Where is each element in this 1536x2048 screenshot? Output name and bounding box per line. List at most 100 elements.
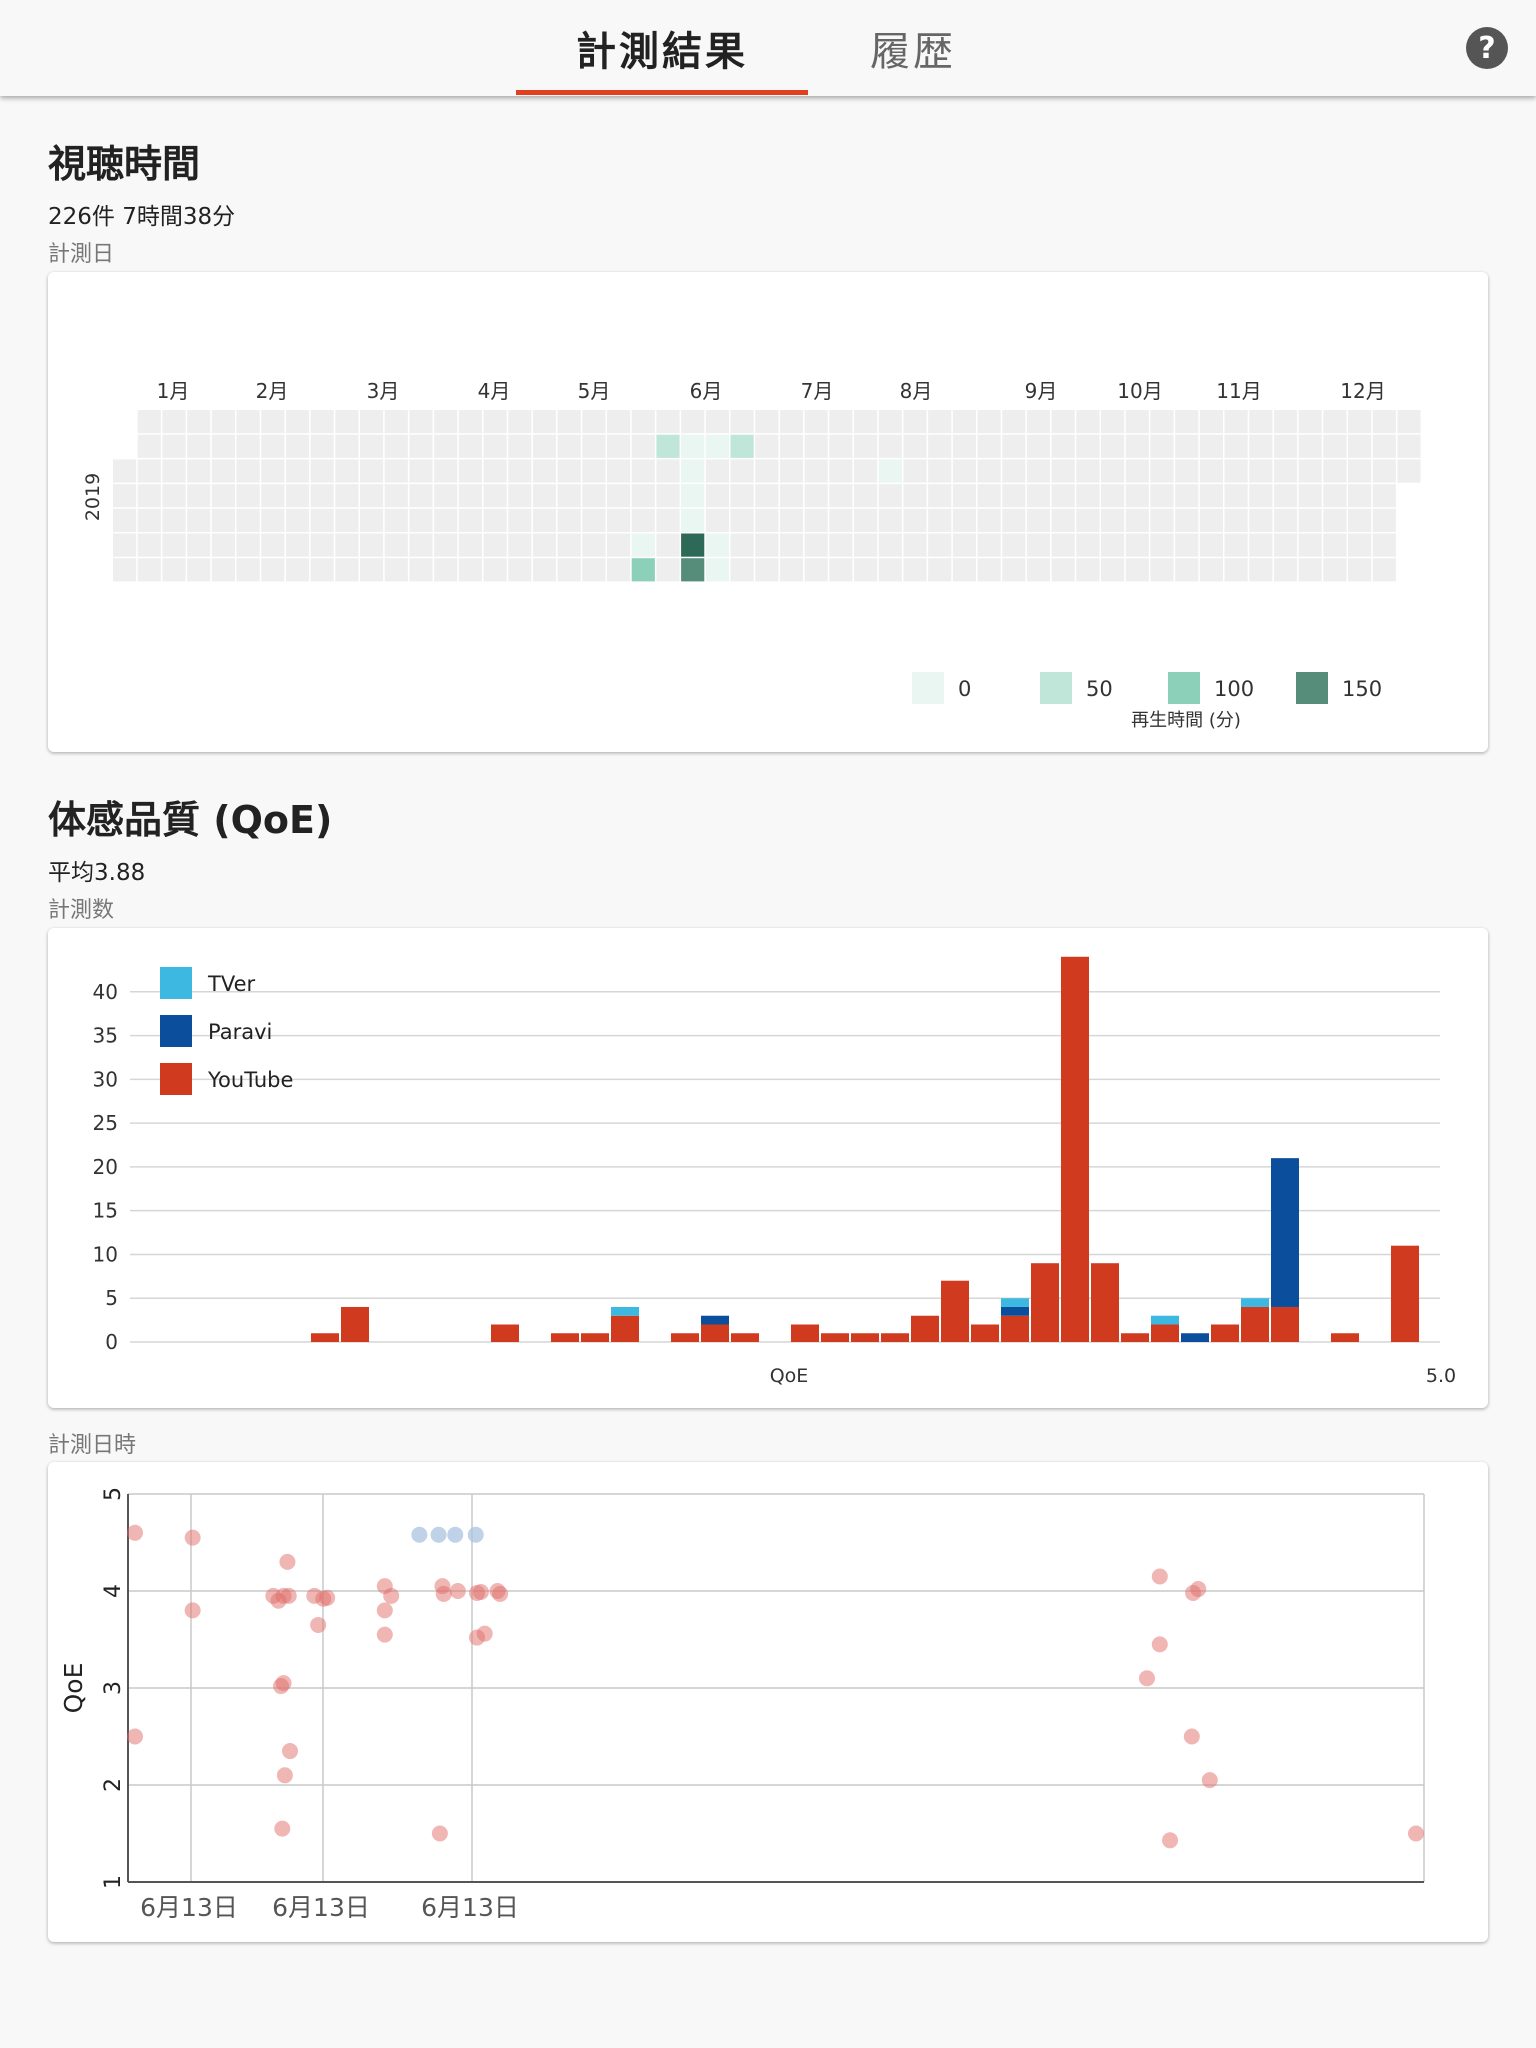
heatmap-day-cell — [631, 484, 655, 508]
heatmap-day-cell — [1224, 558, 1248, 582]
scatter-point — [376, 1602, 393, 1619]
heatmap-day-cell — [903, 484, 927, 508]
heatmap-day-cell — [483, 410, 507, 434]
heatmap-day-cell — [928, 410, 952, 434]
heatmap-day-cell — [977, 459, 1001, 483]
heatmap-day-cell — [804, 459, 828, 483]
heatmap-day-cell — [1150, 508, 1174, 532]
heatmap-day-cell — [928, 558, 952, 582]
heatmap-day-cell — [360, 484, 384, 508]
heatmap-day-cell — [1323, 434, 1347, 458]
heatmap-day-cell — [261, 410, 285, 434]
scatter-y-tick-label: 4 — [101, 1584, 126, 1598]
heatmap-day-cell — [952, 434, 976, 458]
heatmap-day-cell — [187, 558, 211, 582]
heatmap-day-cell — [1199, 508, 1223, 532]
histogram-bar — [1001, 1306, 1029, 1316]
heatmap-day-cell — [384, 410, 408, 434]
heatmap-day-cell — [236, 533, 260, 557]
heatmap-day-cell — [137, 410, 161, 434]
scatter-point — [274, 1820, 291, 1837]
heatmap-day-cell — [557, 533, 581, 557]
heatmap-day-cell — [335, 558, 359, 582]
heatmap-day-cell — [137, 484, 161, 508]
heatmap-day-cell — [236, 434, 260, 458]
help-icon[interactable]: ? — [1466, 27, 1508, 69]
heatmap-day-cell — [779, 558, 804, 582]
qoe-histogram: 0 5 10 15 20 25 30 35 40 QoE 5.0 TVer Paravi YouTube — [93, 956, 1456, 1387]
heatmap-day-cell — [261, 484, 285, 508]
heatmap-day-cell — [1323, 484, 1347, 508]
heatmap-day-cell — [508, 410, 532, 434]
heatmap-day-cell — [483, 558, 507, 582]
heatmap-day-cell — [804, 434, 828, 458]
heatmap-day-cell — [1002, 508, 1026, 532]
heatmap-day-cell — [1224, 434, 1248, 458]
heatmap-day-cell — [656, 533, 680, 557]
heatmap-day-cell — [1125, 533, 1149, 557]
histogram-bar — [971, 1324, 999, 1342]
heatmap-day-cell — [804, 508, 828, 532]
heatmap-month-label: 4月 — [478, 379, 511, 403]
heatmap-day-cell — [1372, 434, 1396, 458]
scatter-point — [127, 1728, 143, 1745]
heatmap-day-cell — [285, 533, 310, 557]
heatmap-day-cell — [878, 508, 902, 532]
tab-results[interactable]: 計測結果 — [576, 29, 748, 75]
heatmap-day-cell — [1348, 484, 1372, 508]
heatmap-day-cell — [656, 508, 680, 532]
heatmap-day-cell — [211, 533, 235, 557]
scatter-y-tick-label: 1 — [101, 1875, 126, 1889]
heatmap-day-cell — [1002, 410, 1026, 434]
histogram-bar — [1181, 1333, 1209, 1342]
active-tab-indicator — [516, 90, 808, 95]
heatmap-day-cell — [1002, 484, 1026, 508]
heatmap-day-cell — [187, 410, 211, 434]
heatmap-day-cell — [1076, 410, 1100, 434]
histogram-bar — [1001, 1315, 1029, 1342]
heatmap-day-cell — [1076, 533, 1100, 557]
scatter-point — [282, 1743, 299, 1760]
heatmap-day-cell — [1026, 508, 1051, 532]
heatmap-day-cell — [285, 410, 310, 434]
heatmap-day-cell — [285, 459, 310, 483]
scatter-point — [1201, 1772, 1218, 1789]
scatter-point — [472, 1583, 489, 1600]
qoe-scatter-plot: 1 2 3 4 5 6月13日 6月13日 6月13日 QoE — [59, 1487, 1425, 1922]
heatmap-day-cell — [878, 410, 902, 434]
heatmap-day-cell — [384, 459, 408, 483]
heatmap-month-label: 3月 — [367, 379, 400, 403]
heatmap-day-cell — [458, 410, 482, 434]
heatmap-day-cell — [508, 484, 532, 508]
scatter-point — [430, 1526, 447, 1543]
heatmap-day-cell — [952, 459, 976, 483]
tab-history[interactable]: 履歴 — [870, 29, 956, 75]
heatmap-legend-swatch — [1296, 672, 1328, 704]
heatmap-day-cell — [854, 459, 878, 483]
heatmap-day-cell — [360, 410, 384, 434]
heatmap-day-cell — [903, 459, 927, 483]
scatter-point — [184, 1529, 201, 1546]
histogram-y-tick-label: 25 — [93, 1111, 118, 1135]
heatmap-day-cell — [607, 558, 631, 582]
histogram-bar — [671, 1333, 699, 1342]
heatmap-day-cell — [1273, 508, 1298, 532]
heatmap-day-cell — [1323, 459, 1347, 483]
heatmap-legend-label: 150 — [1342, 677, 1382, 701]
heatmap-day-cell — [1298, 533, 1322, 557]
heatmap-legend-label: 100 — [1214, 677, 1254, 701]
heatmap-day-cell — [1150, 410, 1174, 434]
heatmap-day-cell — [854, 508, 878, 532]
viewing-heatmap: 1月 2月 3月 4月 5月 6月 7月 8月 9月 10月 11月 12月 2019 0 50 100 150… — [82, 379, 1421, 731]
scatter-point — [1408, 1825, 1424, 1842]
histogram-legend-swatch — [160, 967, 192, 999]
heatmap-day-cell — [162, 459, 186, 483]
scatter-x-tick-label: 6月13日 — [140, 1893, 238, 1922]
heatmap-legend-label: 0 — [958, 677, 971, 701]
heatmap-day-cell — [483, 459, 507, 483]
heatmap-day-cell — [137, 533, 161, 557]
heatmap-day-cell — [409, 484, 433, 508]
heatmap-day-cell — [1199, 533, 1223, 557]
heatmap-day-cell — [1249, 558, 1273, 582]
heatmap-day-cell — [631, 434, 655, 458]
